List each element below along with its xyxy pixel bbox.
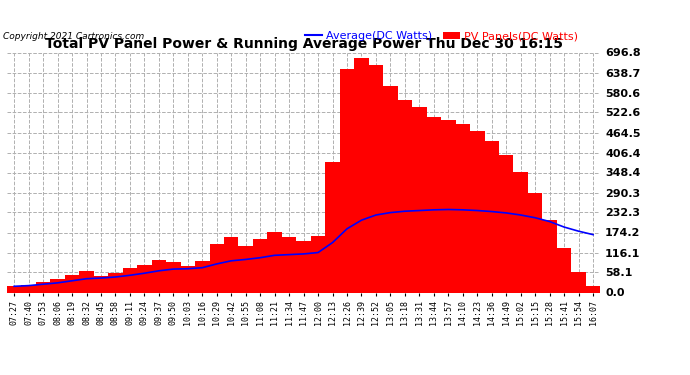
Bar	[166, 262, 181, 292]
Bar	[528, 193, 542, 292]
Bar	[36, 282, 50, 292]
Bar	[484, 141, 499, 292]
Bar	[79, 271, 94, 292]
Bar	[325, 162, 339, 292]
Bar	[137, 265, 152, 292]
Text: Copyright 2021 Cartronics.com: Copyright 2021 Cartronics.com	[3, 32, 145, 41]
Bar	[455, 124, 470, 292]
Bar	[354, 58, 368, 292]
Bar	[542, 220, 557, 292]
Bar	[383, 86, 397, 292]
Bar	[339, 69, 354, 292]
Bar	[368, 65, 383, 292]
Bar	[152, 260, 166, 292]
Bar	[239, 246, 253, 292]
Bar	[253, 239, 268, 292]
Bar	[65, 275, 79, 292]
Bar	[50, 279, 65, 292]
Bar	[268, 232, 282, 292]
Bar	[557, 248, 571, 292]
Bar	[195, 261, 210, 292]
Bar	[426, 117, 441, 292]
Bar	[123, 268, 137, 292]
Bar	[586, 286, 600, 292]
Bar	[224, 237, 239, 292]
Bar	[108, 273, 123, 292]
Bar	[499, 155, 513, 292]
Bar	[571, 272, 586, 292]
Bar	[310, 236, 325, 292]
Bar	[181, 266, 195, 292]
Bar	[210, 244, 224, 292]
Title: Total PV Panel Power & Running Average Power Thu Dec 30 16:15: Total PV Panel Power & Running Average P…	[45, 38, 562, 51]
Bar	[94, 276, 108, 292]
Bar	[21, 285, 36, 292]
Bar	[297, 241, 310, 292]
Bar	[513, 172, 528, 292]
Legend: Average(DC Watts), PV Panels(DC Watts): Average(DC Watts), PV Panels(DC Watts)	[301, 27, 583, 46]
Bar	[397, 100, 412, 292]
Bar	[282, 237, 297, 292]
Bar	[441, 120, 455, 292]
Bar	[7, 286, 21, 292]
Bar	[412, 106, 426, 292]
Bar	[470, 130, 484, 292]
